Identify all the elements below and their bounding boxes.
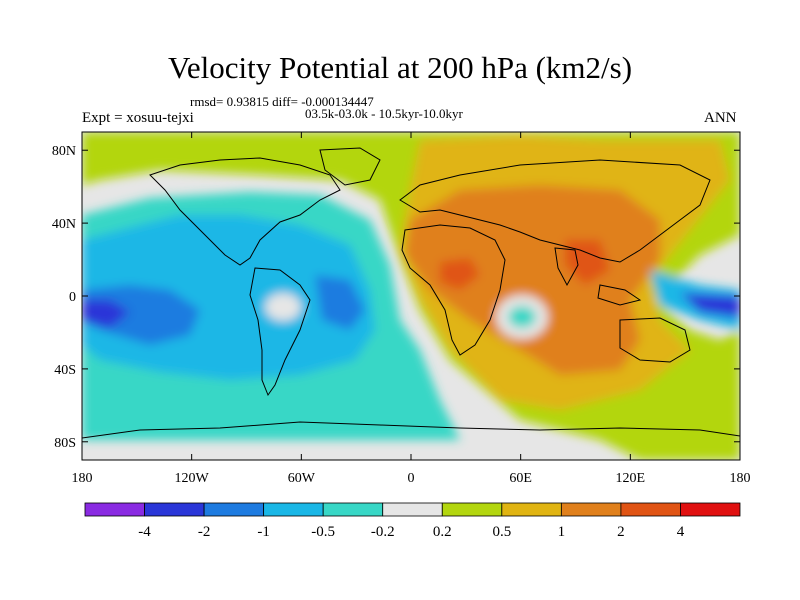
north-america (149, 157, 341, 266)
colorbar-swatch (680, 502, 741, 517)
lon-tick-label: 120E (616, 471, 646, 486)
colorbar-label: 4 (677, 524, 685, 540)
colorbar-label: -0.2 (371, 524, 395, 540)
lon-tick-label: 60W (288, 471, 316, 486)
colorbar-label: -4 (138, 524, 151, 540)
colorbar-swatch (620, 502, 681, 517)
eurasia (399, 159, 711, 263)
colorbar-label: -2 (198, 524, 211, 540)
colorbar-label: 1 (558, 524, 566, 540)
lon-tick-label: 0 (408, 471, 415, 486)
colorbar: -4 -2 -1 -0.5 -0.2 0.2 0.5 1 2 4 (84, 502, 741, 540)
australia (619, 317, 691, 363)
latitude-axis: 80N 40N 0 40S 80S (52, 144, 740, 451)
coastlines (82, 147, 740, 439)
colorbar-label: -1 (257, 524, 270, 540)
colorbar-swatch (322, 502, 384, 517)
lat-tick-label: 0 (69, 290, 76, 305)
colorbar-label: 0.5 (492, 524, 511, 540)
lat-tick-label: 40N (52, 217, 76, 232)
field-min-east (680, 293, 740, 318)
india (554, 247, 579, 287)
lon-tick-label: 180 (72, 471, 93, 486)
greenland (319, 147, 381, 186)
southeast-asia (597, 284, 642, 306)
colorbar-swatch (84, 502, 145, 517)
colorbar-label: 0.2 (433, 524, 452, 540)
longitude-axis: 180 120W 60W 0 60E 120E 180 (72, 132, 751, 486)
colorbar-label: 2 (617, 524, 625, 540)
colorbar-swatch (382, 502, 443, 517)
lon-tick-label: 60E (509, 471, 532, 486)
colorbar-swatch (501, 502, 562, 517)
experiment-range: 03.5k-03.0k - 10.5kyr-10.0kyr (305, 106, 463, 121)
colorbar-label: -0.5 (311, 524, 335, 540)
colorbar-swatch (441, 502, 503, 517)
colorbar-swatch (560, 502, 622, 517)
field-max-asia (565, 240, 610, 285)
map-title: Velocity Potential at 200 hPa (km2/s) (167, 50, 633, 85)
field-positive-high (405, 185, 660, 375)
africa (401, 224, 506, 356)
field-negative-island (508, 306, 536, 328)
lon-tick-label: 120W (175, 471, 210, 486)
colorbar-swatch (144, 502, 205, 517)
rmsd-diff-stats: rmsd= 0.93815 diff= -0.000134447 (190, 94, 374, 109)
lat-tick-label: 40S (54, 363, 76, 378)
experiment-label: Expt = xosuu-tejxi (82, 110, 194, 126)
season-label: ANN (704, 110, 737, 126)
colorbar-swatch (263, 502, 324, 517)
antarctica (82, 421, 740, 439)
lat-tick-label: 80S (54, 436, 76, 451)
field-negative-high-west (82, 285, 200, 345)
field-min-west (82, 300, 130, 328)
field-max-africa (440, 258, 480, 290)
south-america (249, 267, 311, 397)
lon-tick-label: 180 (730, 471, 751, 486)
field-neutral-samerica (265, 293, 301, 321)
lat-tick-label: 80N (52, 144, 76, 159)
field-negative-high-atlantic (315, 275, 365, 330)
contour-field (82, 132, 740, 460)
colorbar-swatch (203, 502, 265, 517)
